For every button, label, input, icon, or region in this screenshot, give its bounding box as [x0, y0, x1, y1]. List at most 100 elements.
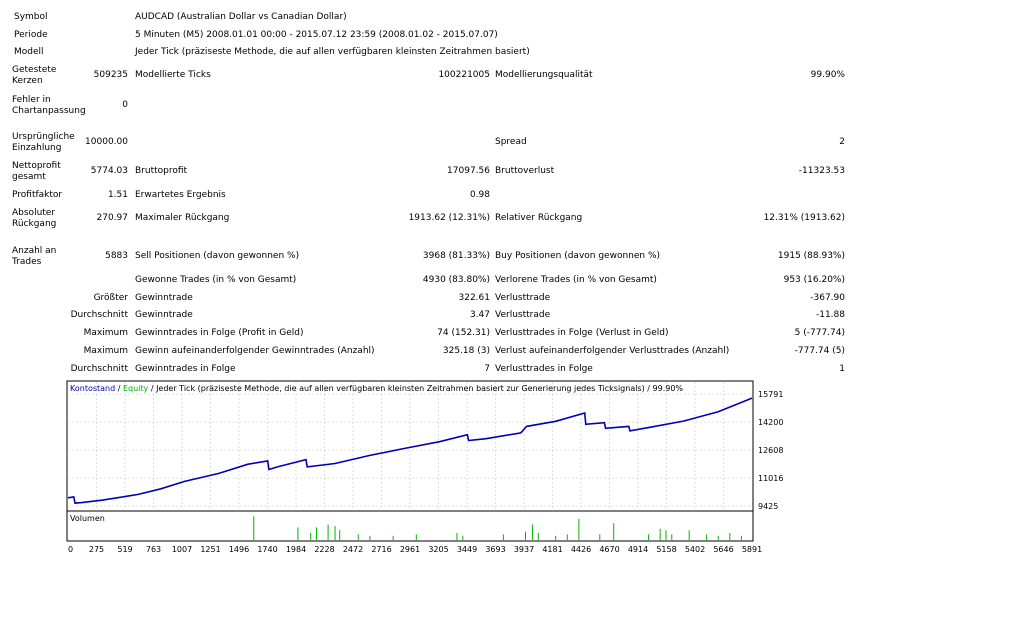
volume-bars	[253, 516, 742, 540]
modelling-quality-value: 99.90%	[810, 70, 845, 80]
x-tick-label: 3937	[514, 545, 534, 554]
ticks-modelled-value: 100221005	[438, 70, 490, 80]
avg-loss-value: -11.88	[815, 310, 845, 320]
gross-loss-value: -11323.53	[798, 166, 845, 176]
symbol-value: AUDCAD (Australian Dollar vs Canadian Do…	[135, 12, 347, 22]
loss-trades-value: 953 (16.20%)	[783, 275, 845, 285]
balance-chart: 15791 14200 12608 11016 9425 0 275 519 763 1007 1…	[66, 380, 786, 559]
profit-trades-label: Gewonne Trades (in % von Gesamt)	[135, 275, 297, 285]
legend-description: / Jeder Tick (präziseste Methode, die au…	[148, 384, 683, 393]
symbol-label: Symbol	[14, 12, 48, 22]
mismatch-label-2: Chartanpassung	[12, 106, 86, 116]
chart-legend: Kontostand / Equity / Jeder Tick (präzis…	[70, 384, 683, 393]
max-dd-value: 1913.62 (12.31%)	[408, 213, 490, 223]
y-axis: 15791 14200 12608 11016 9425	[758, 390, 783, 511]
volume-plot-frame	[66, 510, 754, 542]
y-tick-label: 9425	[758, 502, 778, 511]
balance-line	[67, 397, 753, 504]
ticks-modelled-label: Modellierte Ticks	[135, 70, 211, 80]
bars-tested-value: 509235	[93, 70, 128, 80]
x-tick-label: 2228	[314, 545, 334, 554]
x-tick-label: 1496	[229, 545, 249, 554]
spread-value: 2	[839, 137, 845, 147]
max-prefix-2: Maximum	[83, 346, 128, 356]
largest-loss-label: Verlusttrade	[495, 293, 551, 303]
legend-balance: Kontostand	[70, 384, 115, 393]
net-profit-label-1: Nettoprofit	[12, 161, 61, 171]
max-cons-loss-label: Verlust aufeinanderfolgender Verlusttrad…	[495, 346, 730, 356]
abs-dd-value: 270.97	[96, 213, 129, 223]
balance-series	[67, 397, 753, 504]
abs-dd-label-1: Absoluter	[12, 208, 56, 218]
net-profit-value: 5774.03	[90, 166, 128, 176]
avg-cons-losses-label: Verlusttrades in Folge	[495, 364, 593, 374]
x-tick-label: 3205	[428, 545, 448, 554]
initial-deposit-label-1: Ursprüngliche	[12, 132, 75, 142]
average-prefix-2: Durchschnitt	[70, 364, 128, 374]
x-tick-label: 2716	[371, 545, 391, 554]
x-tick-label: 0	[68, 545, 73, 554]
x-tick-label: 5158	[656, 545, 676, 554]
max-cons-wins-label: Gewinntrades in Folge (Profit in Geld)	[135, 328, 304, 338]
initial-deposit-label-2: Einzahlung	[12, 143, 62, 153]
x-tick-label: 1251	[200, 545, 220, 554]
avg-loss-label: Verlusttrade	[495, 310, 551, 320]
max-dd-label: Maximaler Rückgang	[135, 213, 230, 223]
loss-trades-label: Verlorene Trades (in % von Gesamt)	[495, 275, 657, 285]
initial-deposit-value: 10000.00	[85, 137, 128, 147]
abs-dd-label-2: Rückgang	[12, 219, 57, 229]
max-cons-profit-value: 325.18 (3)	[442, 346, 490, 356]
avg-profit-label: Gewinntrade	[135, 310, 193, 320]
max-prefix: Maximum	[83, 328, 128, 338]
y-tick-label: 14200	[758, 418, 783, 427]
profit-trades-value: 4930 (83.80%)	[422, 275, 490, 285]
x-tick-label: 3449	[457, 545, 477, 554]
x-tick-label: 5646	[713, 545, 733, 554]
gross-loss-label: Bruttoverlust	[495, 166, 555, 176]
total-trades-value: 5883	[105, 251, 128, 261]
avg-cons-wins-value: 7	[484, 364, 490, 374]
expected-payoff-label: Erwartetes Ergebnis	[135, 190, 226, 200]
legend-equity: Equity	[123, 384, 149, 393]
model-value: Jeder Tick (präziseste Methode, die auf …	[135, 47, 530, 57]
x-tick-label: 5402	[685, 545, 705, 554]
long-positions-value: 1915 (88.93%)	[777, 251, 845, 261]
x-tick-label: 1740	[257, 545, 277, 554]
modelling-quality-label: Modellierungsqualität	[495, 70, 593, 80]
max-cons-wins-value: 74 (152.31)	[437, 328, 490, 338]
long-positions-label: Buy Positionen (davon gewonnen %)	[495, 251, 661, 261]
mismatch-value: 0	[122, 100, 128, 110]
short-positions-value: 3968 (81.33%)	[422, 251, 490, 261]
x-tick-label: 4426	[571, 545, 591, 554]
bars-tested-label-1: Getestete	[12, 65, 57, 75]
balance-chart-svg: 15791 14200 12608 11016 9425 0 275 519 763 1007 1…	[66, 380, 783, 554]
avg-profit-value: 3.47	[469, 310, 490, 320]
y-tick-label: 11016	[758, 474, 783, 483]
spread-label: Spread	[495, 137, 527, 147]
x-tick-label: 3693	[485, 545, 505, 554]
x-tick-label: 1007	[172, 545, 192, 554]
max-cons-loss-value: -777.74 (5)	[794, 346, 845, 356]
legend-separator: /	[115, 384, 123, 393]
max-cons-losses-value: 5 (-777.74)	[794, 328, 845, 338]
avg-cons-losses-value: 1	[839, 364, 845, 374]
period-value: 5 Minuten (M5) 2008.01.01 00:00 - 2015.0…	[135, 30, 498, 40]
largest-loss-value: -367.90	[810, 293, 845, 303]
gross-profit-label: Bruttoprofit	[135, 166, 188, 176]
period-label: Periode	[14, 30, 48, 40]
x-tick-label: 4670	[599, 545, 619, 554]
x-tick-label: 5891	[742, 545, 762, 554]
volume-label: Volumen	[70, 514, 105, 523]
x-tick-label: 2961	[400, 545, 420, 554]
x-tick-label: 763	[146, 545, 161, 554]
largest-prefix: Größter	[93, 293, 128, 303]
largest-profit-label: Gewinntrade	[135, 293, 193, 303]
x-tick-label: 519	[117, 545, 132, 554]
short-positions-label: Sell Positionen (davon gewonnen %)	[135, 251, 300, 261]
x-tick-label: 4914	[628, 545, 648, 554]
net-profit-label-2: gesamt	[12, 172, 46, 182]
profit-factor-label: Profitfaktor	[12, 190, 63, 200]
chart-grid	[68, 382, 752, 510]
x-tick-label: 2472	[343, 545, 363, 554]
x-tick-label: 275	[89, 545, 104, 554]
